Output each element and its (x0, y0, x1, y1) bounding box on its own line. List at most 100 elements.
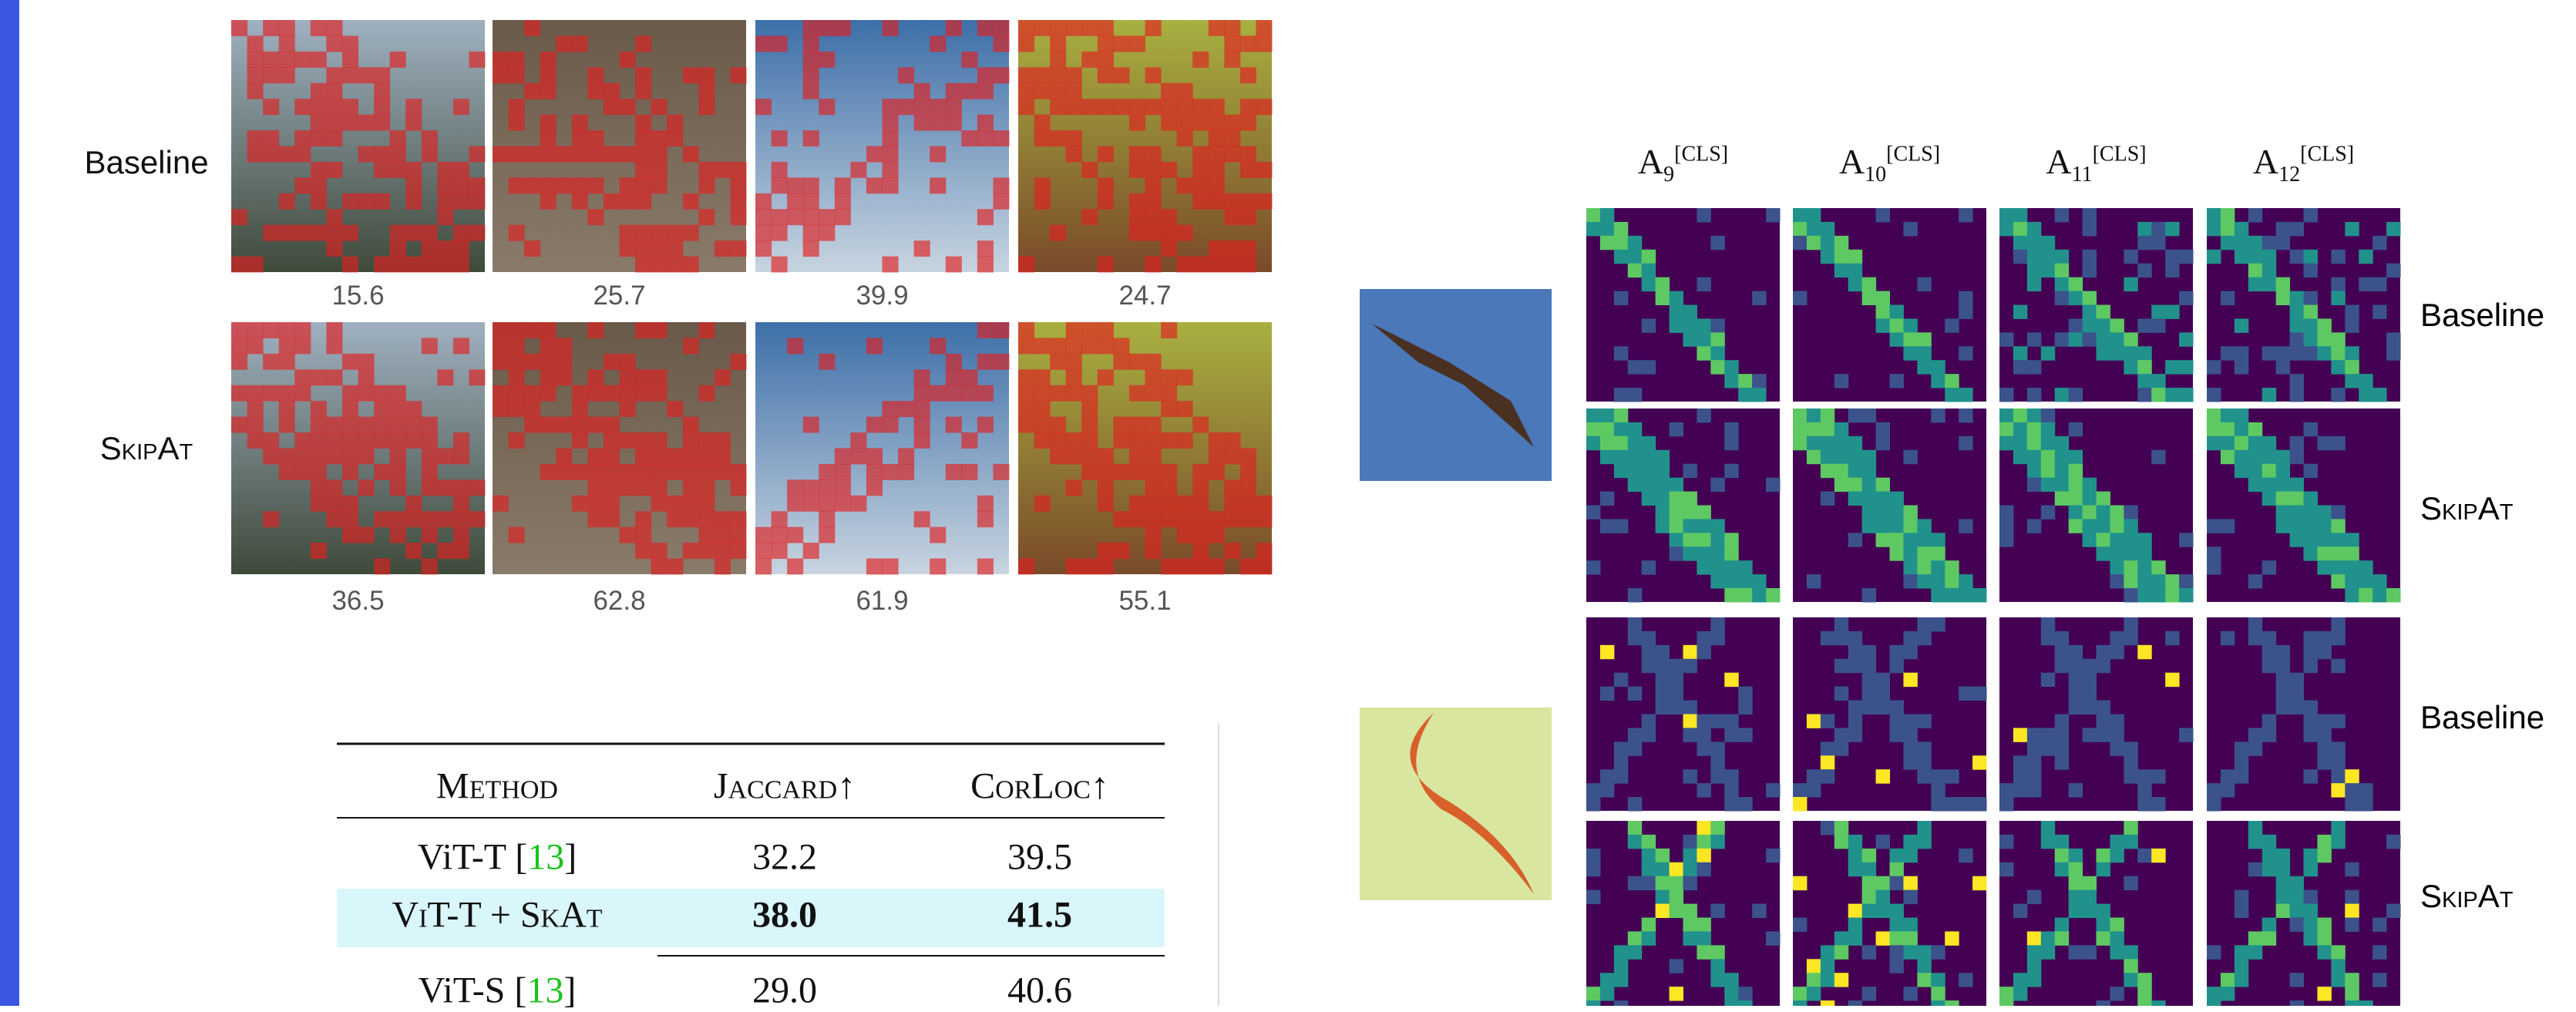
method-part[interactable]: 13 (526, 970, 563, 1011)
attention-cell (2304, 862, 2318, 876)
mask-patch (683, 417, 699, 433)
attention-cell (1834, 741, 1848, 755)
mask-patch (651, 385, 668, 402)
attention-cell (1628, 797, 1642, 811)
mask-patch (651, 146, 668, 163)
mask-patch (1113, 464, 1129, 480)
attention-cell (1862, 450, 1876, 464)
attention-cell (1807, 783, 1821, 797)
attention-cell (1724, 560, 1738, 574)
attention-cell (2331, 533, 2345, 546)
mask-patch (1209, 449, 1225, 465)
mask-patch (509, 99, 525, 115)
attention-cell (1738, 574, 1752, 588)
mask-patch (390, 257, 406, 273)
mask-patch (279, 225, 295, 241)
score-caption: 15.6 (331, 281, 384, 311)
attention-cell (1848, 659, 1862, 673)
attention-cell (1793, 783, 1807, 797)
mask-patch (1240, 162, 1256, 178)
attention-cell (1614, 973, 1628, 987)
attention-cell (2331, 659, 2345, 673)
attention-cell (1848, 277, 1862, 291)
attention-cell (1586, 506, 1600, 519)
attention-cell (1848, 464, 1862, 478)
attention-cell (2386, 222, 2400, 236)
mask-patch (1066, 354, 1082, 370)
mask-patch (587, 464, 604, 480)
attention-cell (1628, 617, 1642, 631)
mask-patch (1129, 449, 1145, 465)
mask-patch (930, 115, 946, 131)
mask-patch (1145, 209, 1162, 225)
attention-cell (1697, 277, 1710, 291)
attention-cell (2373, 973, 2386, 987)
mask-patch (587, 385, 604, 402)
mask-patch (1256, 99, 1272, 115)
attention-cell (2013, 250, 2027, 264)
attention-cell (2262, 346, 2276, 360)
attention-cell (2124, 546, 2137, 560)
mask-patch (587, 209, 604, 225)
mask-patch (1177, 559, 1193, 575)
attention-cell (1628, 876, 1642, 890)
attention-cell (2097, 849, 2110, 862)
mask-patch (342, 496, 358, 512)
attention-cell (2041, 931, 2055, 945)
attention-cell (1821, 408, 1834, 422)
attention-cell (2055, 208, 2069, 222)
attention-cell (2027, 519, 2041, 533)
mask-patch (374, 83, 390, 99)
attention-cell (2331, 741, 2345, 755)
attention-cell (1848, 862, 1862, 876)
attention-cell (2097, 492, 2110, 506)
mask-patch (819, 20, 835, 36)
mask-patch (1098, 20, 1114, 36)
mask-patch (1113, 354, 1129, 370)
mask-patch (587, 449, 604, 465)
mask-patch (819, 527, 835, 543)
attention-cell (2331, 560, 2345, 574)
symbol: A (2046, 142, 2071, 181)
attention-cell (2331, 506, 2345, 519)
attention-cell (2345, 360, 2359, 374)
mask-patch (1050, 67, 1066, 83)
mask-patch (405, 99, 422, 115)
attention-cell (2151, 222, 2165, 236)
mask-patch (493, 496, 509, 512)
mask-patch (620, 385, 636, 402)
mask-patch (231, 417, 247, 433)
attention-cell (2069, 388, 2083, 402)
mask-patch (683, 146, 699, 163)
mask-patch (698, 385, 715, 402)
mask-patch (1240, 559, 1256, 575)
mask-patch (279, 449, 295, 465)
mask-patch (683, 464, 699, 480)
attention-cell (1903, 346, 1917, 360)
attention-cell (2110, 533, 2124, 546)
mask-patch (1050, 99, 1066, 115)
mask-patch (883, 162, 899, 178)
attention-cell (2027, 478, 2041, 492)
attention-cell (1931, 945, 1945, 959)
mask-patch (493, 338, 509, 354)
attention-cell (1710, 835, 1724, 849)
attention-cell (1903, 222, 1917, 236)
mask-patch (835, 177, 851, 193)
mask-patch (1018, 83, 1034, 99)
attention-cell (1656, 862, 1670, 876)
attention-cell (1834, 436, 1848, 450)
mask-patch (1161, 83, 1177, 99)
mask-patch (803, 240, 819, 257)
attention-cell (1683, 728, 1697, 741)
mask-patch (587, 83, 604, 99)
mask-patch (755, 559, 772, 575)
attention-cell (1710, 360, 1724, 374)
method-part[interactable]: 13 (527, 837, 564, 878)
mask-patch (1177, 527, 1193, 543)
attention-cell (1586, 862, 1600, 876)
attention-cell (1710, 236, 1724, 250)
mask-patch (961, 385, 977, 402)
attention-cell (1656, 450, 1670, 464)
attention-cell (1724, 783, 1738, 797)
